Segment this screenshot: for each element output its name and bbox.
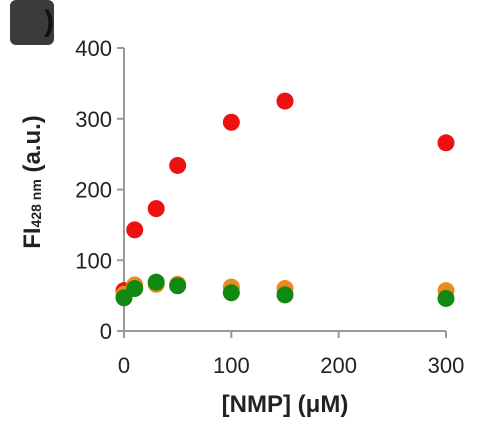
y-axis-label: FI428 nm (a.u.) [19,115,46,249]
panel-label: ) [44,5,54,38]
y-tick-label: 400 [75,36,112,61]
series-1-point [126,221,144,239]
series-1-point [147,200,165,218]
series-3-point [126,280,144,298]
x-axis-label: [NMP] (μM) [222,391,349,418]
y-tick-labels: 0 100 200 300 400 [75,36,112,344]
x-tick-label: 300 [428,353,465,378]
panel-label-box [10,0,54,45]
series-1-point [169,156,187,174]
y-tick-label: 200 [75,178,112,203]
series-1 [115,92,455,300]
y-tick-label: 300 [75,107,112,132]
series-3-point [437,289,455,307]
series-3-point [222,284,240,302]
series-3-point [147,273,165,291]
y-axis-label-main: FI [19,227,46,248]
y-axis-label-subscript: 428 nm [28,179,44,227]
x-tick-label: 0 [118,353,130,378]
y-tick-label: 0 [100,319,112,344]
series-1-point [276,92,294,110]
series-1-point [437,134,455,152]
x-tick-labels: 0 100 200 300 [118,353,464,378]
series-3-point [169,277,187,295]
y-tick-label: 100 [75,248,112,273]
data-points [115,92,455,307]
series-3 [115,273,455,307]
series-1-point [222,113,240,131]
x-tick-label: 200 [320,353,357,378]
x-tick-label: 100 [213,353,250,378]
y-axis-label-suffix: (a.u.) [19,115,46,179]
series-3-point [276,286,294,304]
x-axis [123,330,447,338]
